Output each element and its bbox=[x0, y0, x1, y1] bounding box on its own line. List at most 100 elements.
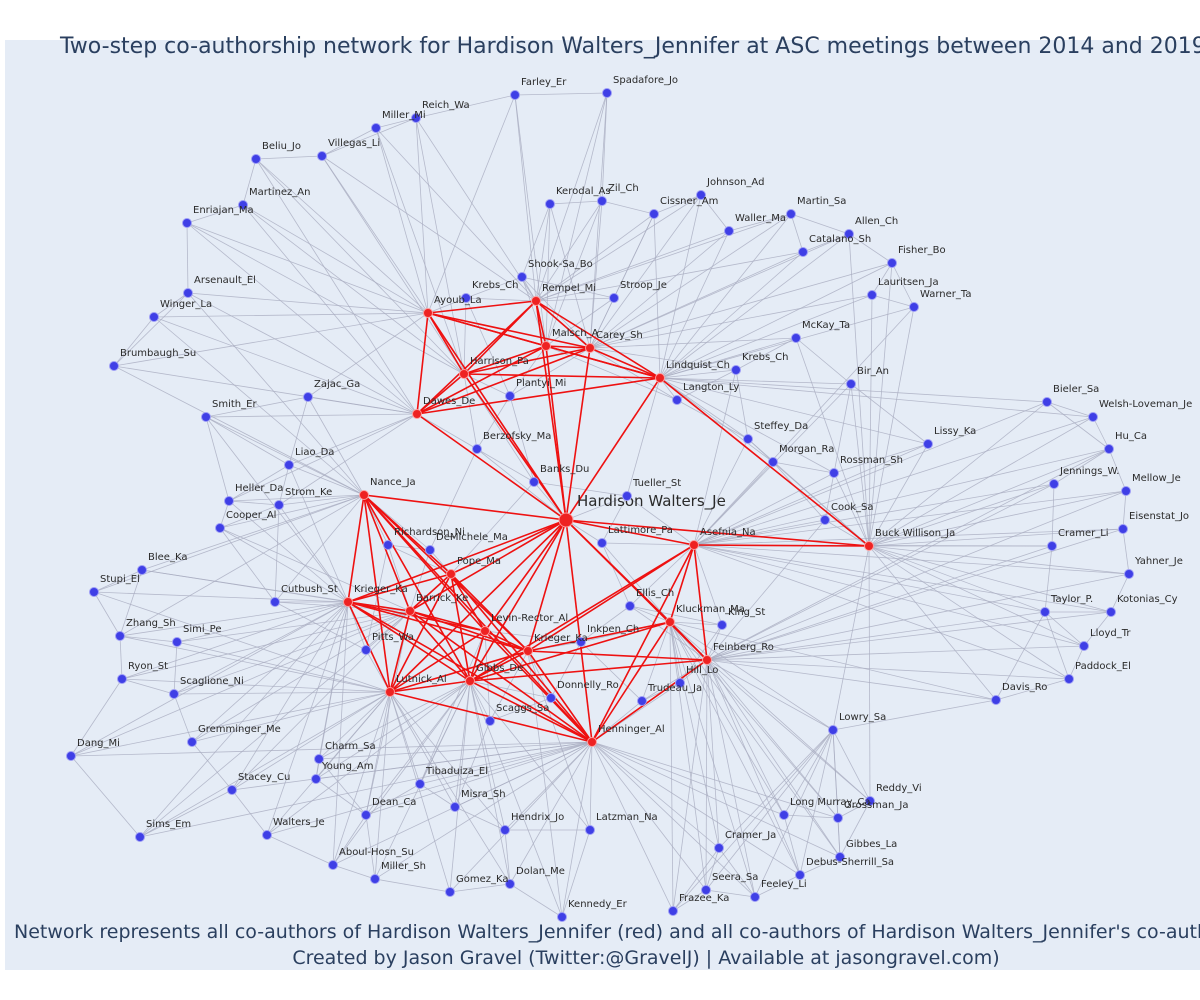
coauthor-edge bbox=[469, 519, 567, 682]
second-step-edge bbox=[527, 650, 591, 831]
node-label: Blee_Ka bbox=[148, 552, 187, 563]
second-step-edge bbox=[705, 729, 834, 891]
second-step-edge bbox=[706, 448, 1110, 661]
second-step-edge bbox=[535, 213, 655, 302]
coauthor-edge bbox=[427, 300, 537, 314]
second-step-edge bbox=[659, 369, 737, 379]
second-step-edge bbox=[173, 601, 349, 695]
second-step-node bbox=[137, 565, 147, 575]
second-step-edge bbox=[706, 645, 1085, 661]
node-label: Bieler_Sa bbox=[1053, 384, 1099, 395]
second-step-edge bbox=[318, 691, 391, 760]
coauthor-edge bbox=[347, 573, 452, 603]
second-step-edge bbox=[693, 443, 929, 546]
second-step-edge bbox=[514, 94, 537, 302]
second-step-edge bbox=[693, 544, 1112, 613]
second-step-edge bbox=[389, 691, 511, 885]
second-step-edge bbox=[173, 641, 178, 695]
second-step-edge bbox=[783, 729, 834, 816]
second-step-edge bbox=[837, 817, 841, 858]
second-step-edge bbox=[833, 472, 870, 547]
second-step-edge bbox=[315, 680, 471, 780]
second-step-edge bbox=[489, 697, 552, 722]
second-step-edge bbox=[255, 158, 429, 314]
second-step-edge bbox=[465, 297, 537, 302]
coauthor-edge bbox=[363, 494, 411, 612]
second-step-node bbox=[672, 395, 682, 405]
second-step-edge bbox=[669, 621, 707, 891]
second-step-edge bbox=[706, 659, 801, 876]
node-label: Dean_Ca bbox=[372, 797, 416, 808]
node-label: Seera_Sa bbox=[712, 872, 758, 883]
node-label: Lloyd_Tr bbox=[1090, 628, 1131, 639]
node-label: Waller_Ma bbox=[735, 213, 786, 224]
second-step-edge bbox=[693, 544, 1130, 575]
second-step-edge bbox=[706, 659, 839, 819]
second-step-edge bbox=[521, 276, 547, 347]
second-step-edge bbox=[871, 294, 915, 308]
coauthor-edge bbox=[693, 544, 708, 661]
second-step-node bbox=[109, 361, 119, 371]
coauthor-edge bbox=[409, 610, 529, 652]
second-step-edge bbox=[288, 396, 309, 466]
nodes: Hardison Walters_Je Farley_Er Spadafore_Jo… bbox=[66, 75, 1192, 922]
second-step-edge bbox=[365, 814, 376, 880]
coauthor-edge bbox=[545, 345, 591, 349]
second-step-node bbox=[461, 293, 471, 303]
node-label: Cook_Sa bbox=[831, 502, 874, 513]
second-step-edge bbox=[659, 194, 702, 379]
second-step-edge bbox=[119, 569, 143, 637]
coauthor-node bbox=[655, 373, 665, 383]
second-step-node bbox=[923, 439, 933, 449]
second-step-edge bbox=[205, 416, 290, 466]
second-step-edge bbox=[321, 155, 465, 375]
second-step-node bbox=[602, 88, 612, 98]
second-step-edge bbox=[153, 316, 418, 415]
node-label: Trudeau_Ja bbox=[647, 683, 702, 694]
second-step-node bbox=[675, 678, 685, 688]
coauthor-node bbox=[531, 296, 541, 306]
second-step-edge bbox=[747, 438, 774, 463]
second-step-edge bbox=[706, 659, 834, 731]
second-step-edge bbox=[706, 659, 785, 816]
coauthor-edge bbox=[347, 601, 593, 743]
second-step-node bbox=[798, 247, 808, 257]
second-step-node bbox=[696, 190, 706, 200]
node-label: Lissy_Ka bbox=[934, 426, 976, 437]
node-label: Enriajan_Ma bbox=[193, 205, 254, 216]
second-step-edge bbox=[995, 611, 1046, 701]
node-label: Paddock_El bbox=[1075, 661, 1131, 672]
second-step-node bbox=[169, 689, 179, 699]
coauthor-edge bbox=[450, 573, 593, 743]
second-step-edge bbox=[415, 117, 465, 375]
second-step-edge bbox=[454, 806, 506, 831]
second-step-edge bbox=[186, 222, 429, 314]
second-step-edge bbox=[119, 635, 178, 643]
second-step-edge bbox=[332, 680, 471, 866]
second-step-edge bbox=[589, 213, 792, 349]
second-step-node bbox=[865, 796, 875, 806]
coauthor-edge bbox=[463, 373, 661, 379]
coauthor-node bbox=[864, 541, 874, 551]
second-step-edge bbox=[601, 542, 631, 607]
second-step-edge bbox=[591, 741, 674, 912]
node-label: Miller_Mi bbox=[382, 110, 426, 121]
node-label: Buck Willison_Ja bbox=[875, 528, 955, 539]
coauthor-edge bbox=[416, 345, 547, 415]
node-label: Stacey_Cu bbox=[238, 772, 290, 783]
second-step-node bbox=[371, 123, 381, 133]
second-step-edge bbox=[70, 601, 349, 757]
second-step-edge bbox=[332, 601, 349, 866]
node-label: Martin_Sa bbox=[797, 196, 846, 207]
second-step-node bbox=[361, 810, 371, 820]
second-step-node bbox=[1040, 607, 1050, 617]
second-step-edge bbox=[1046, 401, 1110, 450]
second-step-node bbox=[829, 468, 839, 478]
second-step-edge bbox=[795, 337, 870, 547]
second-step-edge bbox=[783, 814, 801, 876]
node-label: Arsenault_El bbox=[194, 275, 256, 286]
node-label: Asefnia_Na bbox=[700, 527, 756, 538]
second-step-edge bbox=[374, 691, 391, 880]
second-step-node bbox=[425, 545, 435, 555]
second-step-edge bbox=[706, 624, 723, 661]
